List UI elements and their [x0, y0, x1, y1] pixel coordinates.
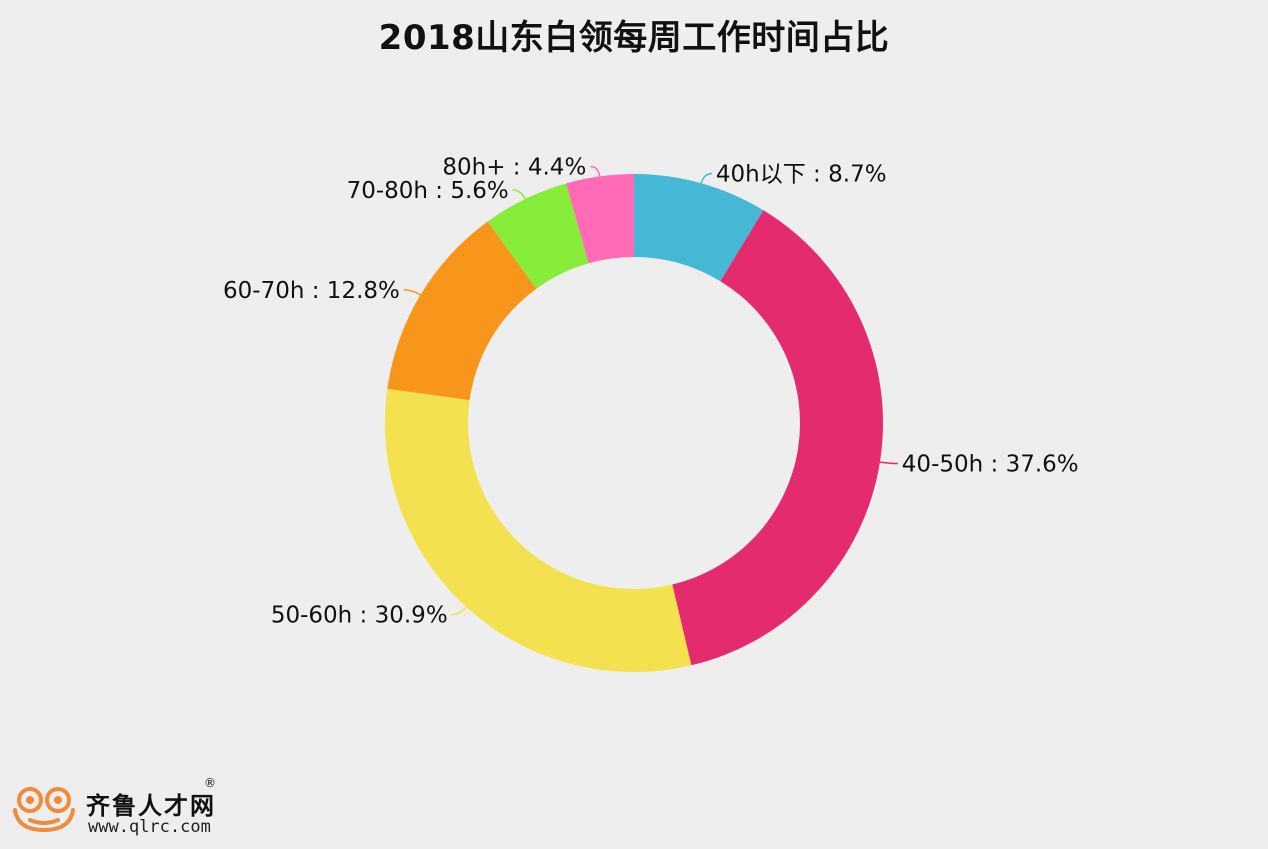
slice-80h[interactable]	[566, 174, 634, 264]
slice-40-50h[interactable]	[672, 210, 883, 666]
slice-label: 40h以下 : 8.7%	[716, 162, 887, 188]
leader-line	[451, 606, 467, 616]
leader-line	[700, 172, 712, 184]
slice-label: 50-60h : 30.9%	[271, 603, 448, 629]
slice-50-60h[interactable]	[385, 388, 692, 672]
slice-label: 80h+ : 4.4%	[442, 154, 586, 180]
slice-70-80h[interactable]	[487, 183, 589, 289]
leader-line	[512, 189, 526, 200]
slice-label: 40-50h : 37.6%	[902, 452, 1079, 478]
logo-brand-text: 齐鲁人才网	[86, 792, 216, 820]
site-logo[interactable]: 齐鲁人才网 ® www.qlrc.com	[8, 772, 258, 842]
chart-title: 2018山东白领每周工作时间占比	[378, 18, 890, 58]
chart-leader-lines	[403, 165, 898, 616]
slice-40h[interactable]	[634, 174, 764, 282]
registered-mark: ®	[204, 776, 216, 790]
slice-label: 60-70h : 12.8%	[223, 278, 400, 304]
logo-url-text: www.qlrc.com	[88, 817, 211, 837]
chart-labels: 40h以下 : 8.7% 40-50h : 37.6% 50-60h : 30.9%…	[223, 154, 1079, 628]
leader-line	[403, 289, 421, 296]
slice-60-70h[interactable]	[387, 221, 537, 401]
chart-slices	[385, 174, 883, 672]
frog-logo-icon	[13, 787, 75, 833]
leader-line	[879, 461, 898, 465]
slice-label: 70-80h : 5.6%	[347, 178, 509, 204]
leader-line	[590, 165, 601, 177]
